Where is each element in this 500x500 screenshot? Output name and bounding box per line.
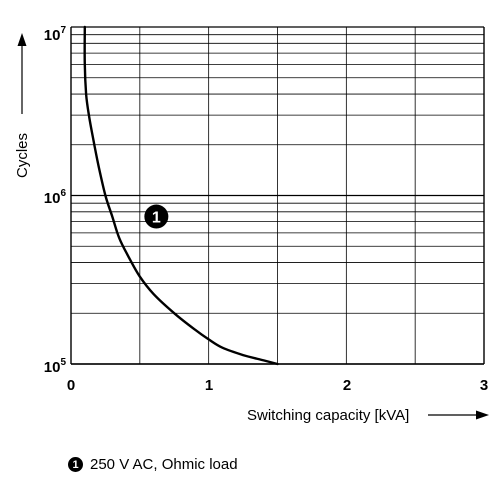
curve-marker: 1 [144,204,169,229]
x-axis-label: Switching capacity [kVA] [247,407,409,424]
legend-text: 250 V AC, Ohmic load [90,456,238,473]
y-tick-label-7: 107 [44,25,67,44]
x-tick-label-2: 2 [343,377,351,394]
curve-marker-label: 1 [152,210,161,227]
y-tick-label-5: 105 [44,357,67,376]
x-tick-label-3: 3 [480,377,488,394]
x-axis-arrow-head [476,410,489,420]
legend: 1 250 V AC, Ohmic load [68,456,238,473]
grid [70,26,485,365]
y-tick-label-6: 106 [44,188,67,207]
y-axis-arrow-head [17,33,27,46]
x-tick-label-0: 0 [67,377,75,394]
series-line-1 [83,25,279,366]
x-tick-label-1: 1 [205,377,213,394]
legend-marker: 1 [68,457,83,472]
y-axis-label: Cycles [14,133,31,178]
